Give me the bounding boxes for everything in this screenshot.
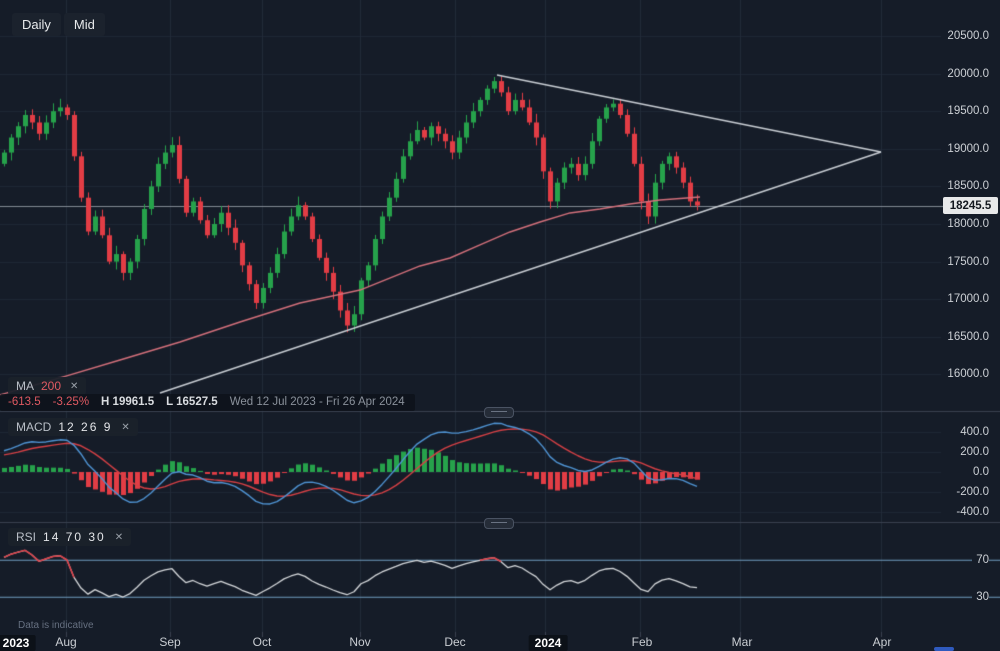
price-tick-label: 18000.0 xyxy=(943,217,989,231)
ma-legend[interactable]: MA 200 ✕ xyxy=(8,377,87,395)
price-tick-label: 20000.0 xyxy=(943,66,989,81)
rsi-legend-params: 14 70 30 xyxy=(43,530,106,544)
rsi-tick-label: 30 xyxy=(972,590,989,605)
time-axis-label: Mar xyxy=(731,635,753,649)
ma-change-percent: -3.25% xyxy=(52,396,90,408)
pricing-mid-button[interactable]: Mid xyxy=(63,13,105,36)
time-axis-label: Nov xyxy=(349,635,371,649)
macd-legend-params: 12 26 9 xyxy=(58,420,113,434)
rsi-pane-resize-handle[interactable] xyxy=(484,518,514,529)
current-price-badge: 18245.5 xyxy=(943,197,998,214)
time-axis-label: 2024 xyxy=(528,635,568,651)
footnote: Data is indicative xyxy=(18,620,94,631)
rsi-legend[interactable]: RSI 14 70 30 ✕ xyxy=(8,528,132,546)
macd-legend-close-icon[interactable]: ✕ xyxy=(121,421,130,433)
time-axis-label: Oct xyxy=(252,635,272,649)
time-axis-label: Apr xyxy=(872,635,892,649)
price-tick-label: 16000.0 xyxy=(943,367,989,382)
rsi-legend-name: RSI xyxy=(16,530,37,544)
macd-tick-label: 400.0 xyxy=(956,425,989,439)
ma-legend-close-icon[interactable]: ✕ xyxy=(70,380,79,392)
brand-logo xyxy=(934,647,954,651)
rsi-legend-close-icon[interactable]: ✕ xyxy=(114,531,124,543)
macd-legend-name: MACD xyxy=(16,420,52,434)
macd-tick-label: -400.0 xyxy=(952,505,989,519)
price-tick-label: 20500.0 xyxy=(943,29,989,43)
macd-legend[interactable]: MACD 12 26 9 ✕ xyxy=(8,418,138,436)
chart-toolbar: Daily Mid xyxy=(12,13,105,36)
period-high-value: H 19961.5 xyxy=(101,396,155,408)
time-axis-label: Aug xyxy=(55,635,77,649)
time-axis-label: Dec xyxy=(444,635,466,649)
macd-pane-resize-handle[interactable] xyxy=(484,407,514,418)
macd-tick-label: -200.0 xyxy=(952,485,989,499)
ma-stats-row: -613.5 -3.25% H 19961.5 L 16527.5 Wed 12… xyxy=(0,394,415,411)
price-tick-label: 18500.0 xyxy=(943,179,989,194)
time-axis-label: Feb xyxy=(631,635,653,649)
ma-legend-param: 200 xyxy=(41,379,62,393)
macd-tick-label: 0.0 xyxy=(969,465,989,479)
period-low-value: L 16527.5 xyxy=(166,396,218,408)
rsi-tick-label: 70 xyxy=(972,553,989,568)
price-tick-label: 17000.0 xyxy=(943,292,989,307)
price-tick-label: 19000.0 xyxy=(943,141,989,156)
price-tick-label: 16500.0 xyxy=(943,329,989,344)
ma-change-value: -613.5 xyxy=(8,396,41,408)
timeframe-daily-button[interactable]: Daily xyxy=(12,13,61,36)
ma-legend-name: MA xyxy=(16,379,34,393)
macd-tick-label: 200.0 xyxy=(956,445,989,459)
price-tick-label: 17500.0 xyxy=(943,254,989,269)
date-range-label: Wed 12 Jul 2023 - Fri 26 Apr 2024 xyxy=(229,396,405,408)
time-axis-label: Sep xyxy=(159,635,181,649)
time-axis-label: 2023 xyxy=(0,635,36,651)
price-tick-label: 19500.0 xyxy=(943,104,989,119)
